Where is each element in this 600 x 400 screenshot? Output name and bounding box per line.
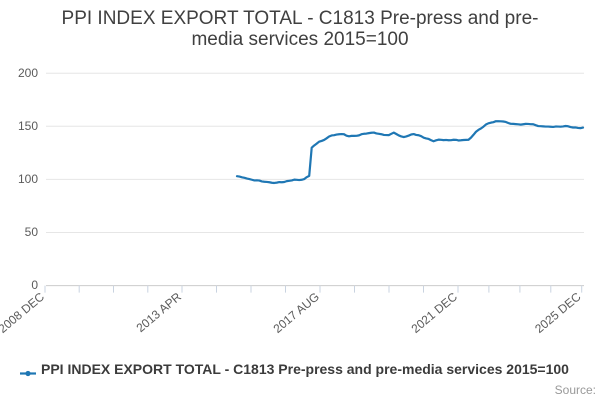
svg-text:50: 50 <box>25 225 39 239</box>
svg-text:200: 200 <box>18 66 38 80</box>
svg-text:100: 100 <box>18 172 38 186</box>
svg-text:2021 DEC: 2021 DEC <box>409 289 461 336</box>
svg-text:2013 APR: 2013 APR <box>134 289 185 335</box>
svg-text:2025 DEC: 2025 DEC <box>532 289 584 336</box>
svg-text:150: 150 <box>18 119 38 133</box>
svg-text:2008 DEC: 2008 DEC <box>0 289 47 336</box>
svg-text:2017 AUG: 2017 AUG <box>271 290 322 336</box>
